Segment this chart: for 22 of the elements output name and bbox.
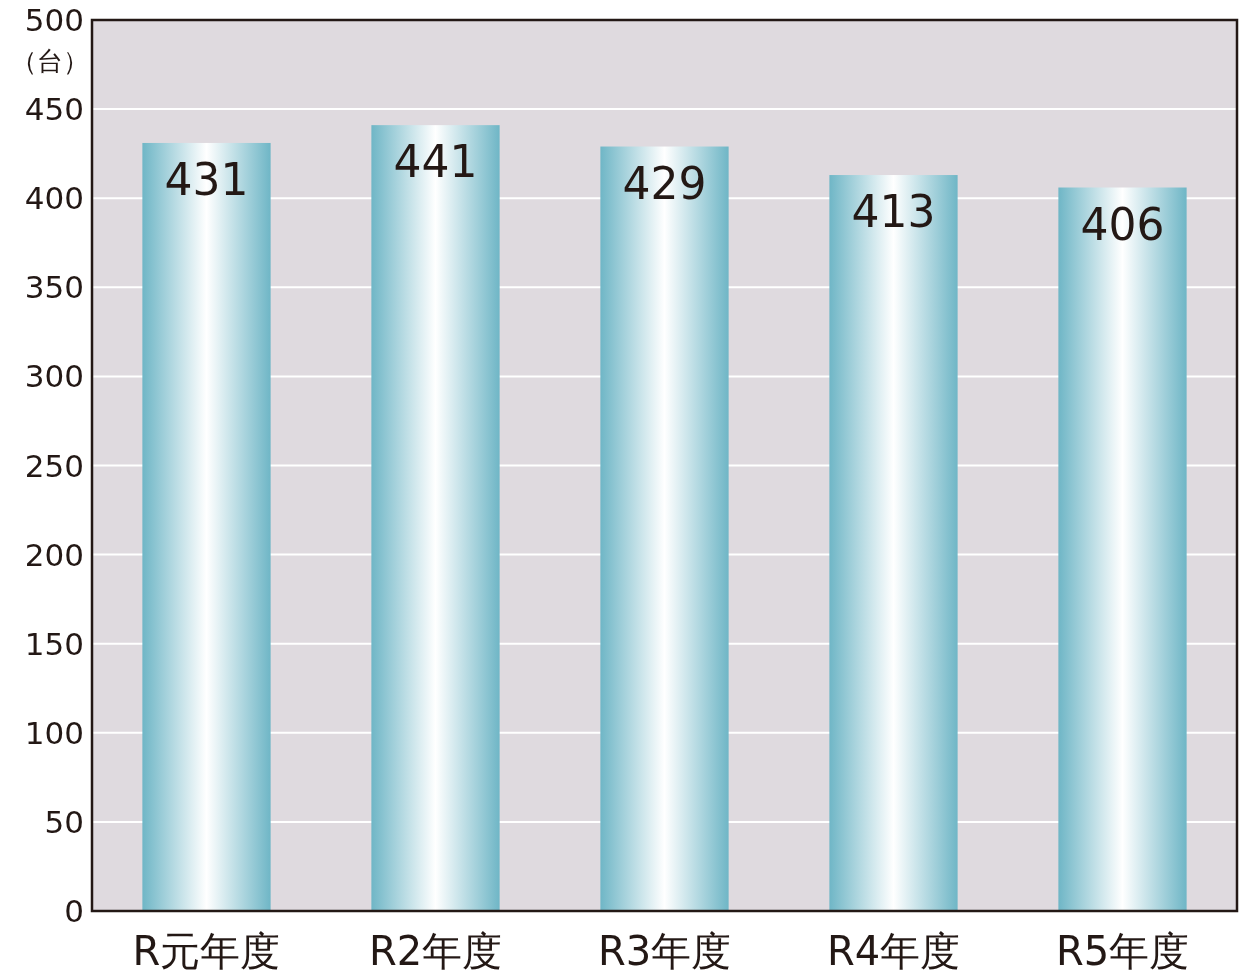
ytick-label: 0 — [64, 893, 84, 929]
ytick-label: 350 — [24, 269, 84, 306]
data-label: 441 — [393, 136, 478, 188]
ytick-label: 150 — [24, 625, 84, 662]
ylabel: （台） — [11, 46, 89, 76]
ytick-label: 450 — [24, 91, 84, 128]
ytick-label: 300 — [24, 358, 84, 395]
category-label: R5年度 — [1055, 928, 1190, 974]
ytick-label: 100 — [24, 714, 84, 751]
ytick-label: 250 — [24, 447, 84, 484]
data-label: 429 — [622, 157, 707, 209]
ytick-label: 50 — [44, 803, 84, 840]
data-label: 406 — [1080, 198, 1165, 250]
category-label: R3年度 — [597, 928, 732, 974]
category-label: R2年度 — [368, 928, 503, 974]
ytick-label: 500 — [24, 2, 84, 38]
ytick-label: 200 — [24, 536, 84, 573]
data-label: 413 — [851, 186, 936, 238]
data-label: 431 — [164, 153, 249, 205]
category-label: R元年度 — [132, 928, 281, 974]
ytick-label: 400 — [24, 180, 84, 217]
category-label: R4年度 — [826, 928, 961, 974]
